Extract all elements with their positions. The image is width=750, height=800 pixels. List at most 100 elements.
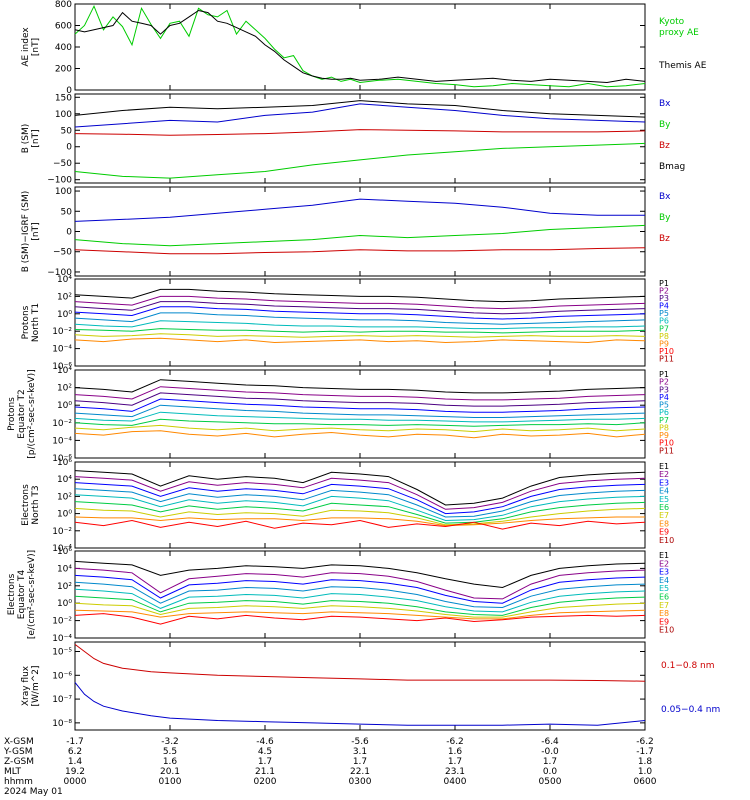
orbit-value: 0400	[444, 777, 467, 787]
legend-entry: E2	[659, 559, 669, 568]
legend-entry: E1	[659, 462, 669, 471]
y-tick-label: 10⁶	[57, 458, 72, 468]
y-tick-label: 10⁴	[57, 366, 72, 376]
orbit-value: -5.6	[351, 737, 369, 747]
orbit-value: 4.5	[258, 747, 272, 757]
y-tick-label: 10⁰	[57, 310, 72, 320]
series-line	[74, 288, 646, 303]
series-line	[74, 609, 646, 620]
legend-entry: E3	[659, 478, 669, 487]
orbit-value: -1.7	[66, 737, 84, 747]
legend-entry: P1	[659, 279, 669, 288]
series-line	[74, 129, 646, 136]
y-axis-label: [e/(cm²-sec-sr-keV)]	[27, 550, 37, 639]
series-line	[74, 482, 646, 515]
orbit-row-label: 2024 May 01	[4, 787, 63, 797]
legend-entry: E10	[659, 536, 674, 545]
orbit-value: 1.7	[543, 757, 557, 767]
y-tick-label: 0	[66, 86, 72, 96]
y-tick-label: 10⁻²	[52, 327, 72, 337]
legend-entry: 0.05−0.4 nm	[661, 705, 720, 715]
legend-entry: P11	[659, 354, 674, 363]
series-line	[74, 519, 646, 530]
legend-entry: E3	[659, 568, 669, 577]
y-axis-label: [nT]	[31, 129, 41, 147]
orbit-row-label: MLT	[4, 767, 22, 777]
series-line	[74, 501, 646, 524]
y-tick-label: −50	[53, 248, 72, 258]
legend-entry: Kyoto	[659, 17, 685, 27]
legend-entry: Bx	[659, 192, 671, 202]
legend-entry: By	[659, 213, 671, 223]
orbit-value: 1.0	[638, 767, 653, 777]
series-line	[74, 418, 646, 427]
series-line	[74, 470, 646, 506]
series-line	[74, 488, 646, 518]
y-tick-label: 10⁰	[57, 401, 72, 411]
y-tick-label: 10²	[57, 492, 72, 502]
legend-entry: E9	[659, 617, 669, 626]
orbit-row-label: hhmm	[4, 777, 33, 787]
y-axis-label: [nT]	[31, 38, 41, 56]
series-line	[74, 295, 646, 310]
y-tick-label: 0	[66, 228, 72, 238]
legend-entry: P10	[659, 439, 674, 448]
series-line	[74, 392, 646, 407]
legend-entry: P3	[659, 294, 669, 303]
series-line	[74, 602, 646, 618]
series-line	[74, 312, 646, 325]
panel-frame	[74, 186, 646, 277]
legend-entry: P6	[659, 317, 669, 326]
y-tick-label: −50	[53, 159, 72, 169]
y-axis-label: North T1	[31, 303, 41, 342]
orbit-value: 0500	[539, 777, 562, 787]
y-tick-label: 10⁻⁷	[52, 695, 72, 705]
y-tick-label: 200	[55, 65, 72, 75]
series-line	[74, 301, 646, 315]
series-line	[74, 476, 646, 510]
series-line	[74, 574, 646, 604]
series-line	[74, 4, 646, 88]
legend-entry: E4	[659, 487, 669, 496]
legend-entry: P4	[659, 302, 669, 311]
y-tick-label: 50	[61, 126, 73, 136]
y-tick-label: 10⁴	[57, 275, 72, 285]
legend-entry: E7	[659, 601, 669, 610]
orbit-row-label: Z-GSM	[4, 757, 34, 767]
y-tick-label: 10⁻⁶	[52, 454, 72, 464]
y-tick-label: 10⁻²	[52, 527, 72, 537]
y-axis-label: North T3	[31, 485, 41, 524]
legend-entry: Bmag	[659, 162, 685, 172]
panel-xray: 10⁻⁵ 10⁻⁶ 10⁻⁷ 10⁻⁸ Xray flux [W/m^2] 0.1−0.8 …	[21, 641, 720, 731]
legend-entry: P2	[659, 287, 669, 296]
series-line	[74, 682, 646, 726]
y-axis-label: Equator T2	[17, 389, 27, 438]
panel-frame	[74, 3, 646, 91]
series-line	[74, 103, 646, 128]
y-tick-label: 10²	[57, 384, 72, 394]
y-tick-label: 10⁻⁵	[52, 648, 72, 658]
orbit-value: 0.0	[543, 767, 558, 777]
y-axis-label: Xray flux	[21, 665, 31, 706]
series-line	[74, 386, 646, 401]
y-axis-label: Protons	[7, 397, 17, 431]
legend-entry: P7	[659, 416, 669, 425]
series-line	[74, 9, 646, 84]
legend-entry: P2	[659, 378, 669, 387]
legend-entry: E7	[659, 511, 669, 520]
orbit-value: -3.2	[161, 737, 179, 747]
series-line	[74, 643, 646, 682]
legend-entry: E9	[659, 528, 669, 537]
orbit-value: 0300	[349, 777, 372, 787]
legend-entry: E1	[659, 551, 669, 560]
series-line	[74, 613, 646, 625]
series-line	[74, 430, 646, 439]
legend-entry: P8	[659, 423, 669, 432]
y-tick-label: 100	[55, 187, 72, 197]
panel-b: −100 −50 0 50 100 150 B (SM) [nT] Bx By Bz Bmag	[21, 93, 685, 185]
legend-entry: P5	[659, 401, 669, 410]
orbit-value: -0.0	[541, 747, 559, 757]
